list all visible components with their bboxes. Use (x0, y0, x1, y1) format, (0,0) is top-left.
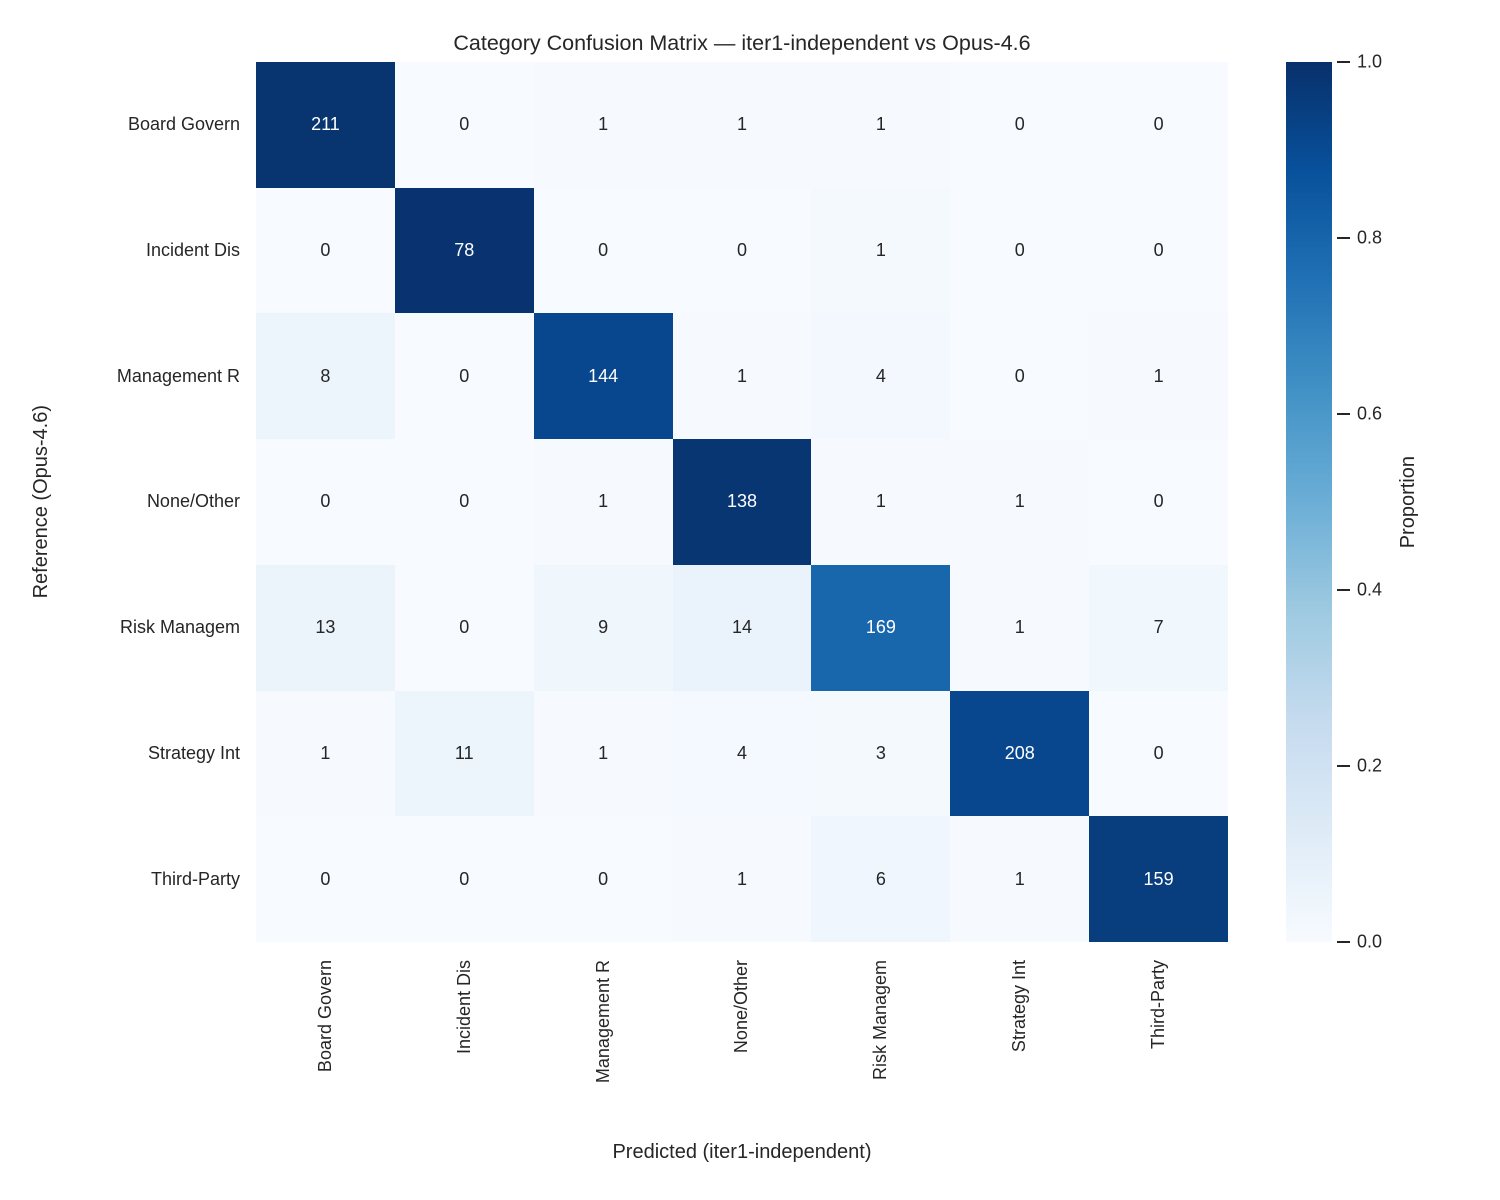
heatmap-cell: 1 (533, 439, 673, 565)
y-tick-label: Strategy Int (147, 742, 240, 763)
heatmap-cell: 159 (1089, 816, 1228, 942)
heatmap-cell: 1 (1089, 313, 1228, 440)
heatmap-cell: 0 (672, 187, 812, 314)
x-tick-slot: Third-Party (1089, 960, 1228, 1083)
heatmap-cell: 0 (256, 439, 395, 565)
heatmap-cell: 0 (256, 816, 395, 942)
y-tick-label: Risk Managem (119, 617, 240, 638)
y-tick-label: None/Other (146, 491, 240, 512)
x-tick-slot: Management R (534, 960, 673, 1083)
y-tick-label: Management R (116, 365, 240, 386)
y-tick-label: Board Govern (127, 114, 240, 135)
heatmap-cell: 11 (394, 690, 534, 817)
heatmap-cell: 0 (950, 187, 1090, 314)
colorbar-tick-label: 0.0 (1357, 931, 1383, 952)
heatmap-cell: 0 (950, 313, 1090, 440)
colorbar-tick-label: 0.6 (1357, 403, 1383, 424)
heatmap-cell: 1 (950, 564, 1090, 691)
x-tick-label: Incident Dis (453, 960, 474, 1055)
heatmap-cell: 169 (811, 564, 951, 691)
x-tick-slot: Strategy Int (950, 960, 1089, 1083)
x-tick-slot: None/Other (673, 960, 812, 1083)
x-tick-slot: Incident Dis (395, 960, 534, 1083)
heatmap-cell: 9 (533, 564, 673, 691)
chart-title: Category Confusion Matrix — iter1-indepe… (453, 31, 1031, 55)
x-tick-slot: Risk Managem (811, 960, 950, 1083)
heatmap-cell: 3 (811, 690, 951, 817)
y-tick-label: Third-Party (150, 868, 240, 889)
colorbar-tick-mark (1337, 412, 1350, 416)
heatmap-cell: 0 (394, 313, 534, 440)
heatmap-cell: 1 (672, 313, 812, 440)
colorbar-tick-mark (1337, 940, 1350, 944)
colorbar-label-container: Proportion (1394, 62, 1422, 942)
heatmap-cell: 0 (1089, 690, 1228, 817)
heatmap: 211 0 1 1 1 0 0 0 78 0 0 1 0 0 8 0 144 1 4 0 1 0 0 1 138 1 1 0 13 0 9 1… (256, 62, 1228, 942)
heatmap-cell: 1 (950, 439, 1090, 565)
heatmap-cell: 0 (1089, 439, 1228, 565)
colorbar-tick-label: 0.2 (1357, 755, 1383, 776)
colorbar (1286, 62, 1332, 942)
colorbar-tick-label: 1.0 (1357, 51, 1383, 72)
x-tick-labels: Board Govern Incident Dis Management R None… (256, 960, 1228, 1083)
colorbar-ticks: 1.0 0.8 0.6 0.4 0.2 0.0 (1286, 52, 1416, 952)
heatmap-cell: 144 (533, 313, 673, 440)
heatmap-cell: 211 (256, 62, 395, 188)
colorbar-label: Proportion (1396, 455, 1419, 549)
heatmap-cell: 1 (811, 187, 951, 314)
x-axis-label: Predicted (iter1-independent) (612, 1141, 872, 1163)
heatmap-cell: 1 (533, 690, 673, 817)
colorbar-tick-label: 0.8 (1357, 227, 1383, 248)
heatmap-cell: 1 (672, 816, 812, 942)
heatmap-cell: 1 (811, 62, 951, 188)
heatmap-cell: 0 (394, 816, 534, 942)
heatmap-cell: 8 (256, 313, 395, 440)
heatmap-cell: 0 (950, 62, 1090, 188)
x-tick-label: None/Other (731, 960, 752, 1054)
heatmap-cell: 14 (672, 564, 812, 691)
x-tick-label: Risk Managem (870, 960, 891, 1081)
x-tick-label: Board Govern (314, 960, 335, 1073)
colorbar-tick-label: 0.4 (1357, 579, 1383, 600)
heatmap-cell: 0 (394, 439, 534, 565)
heatmap-cell: 0 (256, 187, 395, 314)
heatmap-cell: 1 (256, 690, 395, 817)
colorbar-tick-mark (1337, 60, 1350, 64)
heatmap-cell: 0 (1089, 62, 1228, 188)
x-tick-slot: Board Govern (256, 960, 395, 1083)
heatmap-cell: 13 (256, 564, 395, 691)
heatmap-cell: 7 (1089, 564, 1228, 691)
heatmap-cell: 1 (533, 62, 673, 188)
heatmap-cell: 138 (672, 439, 812, 565)
y-tick-labels: Board Govern Incident Dis Management R None… (0, 62, 240, 942)
heatmap-cell: 0 (533, 187, 673, 314)
y-tick-label: Incident Dis (145, 240, 240, 261)
heatmap-cell: 4 (672, 690, 812, 817)
heatmap-cell: 208 (950, 690, 1090, 817)
heatmap-cell: 78 (394, 187, 534, 314)
heatmap-cell: 0 (533, 816, 673, 942)
heatmap-cell: 0 (394, 62, 534, 188)
heatmap-cell: 0 (394, 564, 534, 691)
x-tick-label: Third-Party (1148, 960, 1169, 1050)
colorbar-tick-mark (1337, 588, 1350, 592)
x-tick-label: Strategy Int (1009, 960, 1030, 1053)
x-tick-label: Management R (592, 960, 613, 1084)
heatmap-cell: 6 (811, 816, 951, 942)
heatmap-cell: 4 (811, 313, 951, 440)
heatmap-cell: 0 (1089, 187, 1228, 314)
colorbar-tick-mark (1337, 236, 1350, 240)
heatmap-cell: 1 (672, 62, 812, 188)
heatmap-cell: 1 (950, 816, 1090, 942)
heatmap-cell: 1 (811, 439, 951, 565)
colorbar-tick-mark (1337, 764, 1350, 768)
